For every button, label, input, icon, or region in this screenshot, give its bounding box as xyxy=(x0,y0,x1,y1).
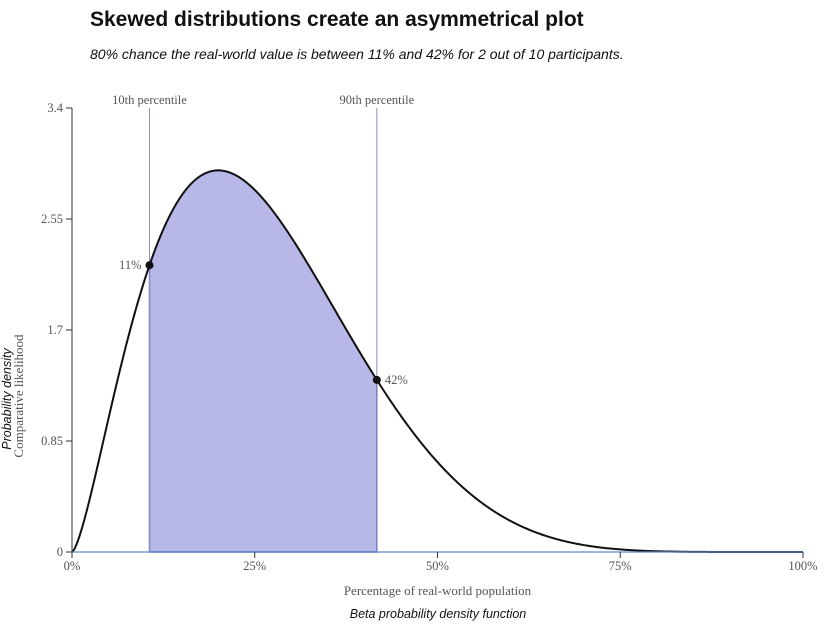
percentile-point-1 xyxy=(145,261,154,270)
labels-layer: 10th percentile 90th percentile Percentage… xyxy=(0,93,532,598)
y-tick-label-3: 2.55 xyxy=(41,212,63,226)
percentile-label-1: 10th percentile xyxy=(112,93,187,107)
x-tick-label-2: 50% xyxy=(426,559,449,573)
shaded-interval-area xyxy=(148,169,378,553)
percentile-point-2 xyxy=(372,375,381,384)
percentile-point-label-2: 42% xyxy=(385,373,408,387)
x-tick-label-3: 75% xyxy=(609,559,632,573)
x-axis-title: Percentage of real-world population xyxy=(344,583,532,598)
chart-footer: Beta probability density function xyxy=(349,607,527,621)
percentile-label-2: 90th percentile xyxy=(340,93,415,107)
x-tick-label-1: 25% xyxy=(243,559,266,573)
percentile-point-label-1: 11% xyxy=(119,258,141,272)
chart-subtitle: 80% chance the real-world value is betwe… xyxy=(90,46,624,62)
y-tick-label-4: 3.4 xyxy=(47,101,63,115)
x-tick-label-0: 0% xyxy=(64,559,81,573)
y-tick-label-2: 1.7 xyxy=(47,323,63,337)
axes-layer: 0% 25% 50% 75% 100% 0 0.85 1.7 2.55 3.4 xyxy=(41,101,817,573)
y-axis-title-secondary: Comparative likelihood xyxy=(11,334,26,458)
chart-title: Skewed distributions create an asymmetri… xyxy=(90,8,584,31)
y-tick-label-0: 0 xyxy=(57,545,63,559)
y-tick-label-1: 0.85 xyxy=(41,434,63,448)
x-tick-label-4: 100% xyxy=(788,559,817,573)
percentile-lines-layer xyxy=(148,108,378,552)
y-axis-title-primary: Probability density xyxy=(0,348,14,450)
shaded-area-layer xyxy=(148,169,378,553)
